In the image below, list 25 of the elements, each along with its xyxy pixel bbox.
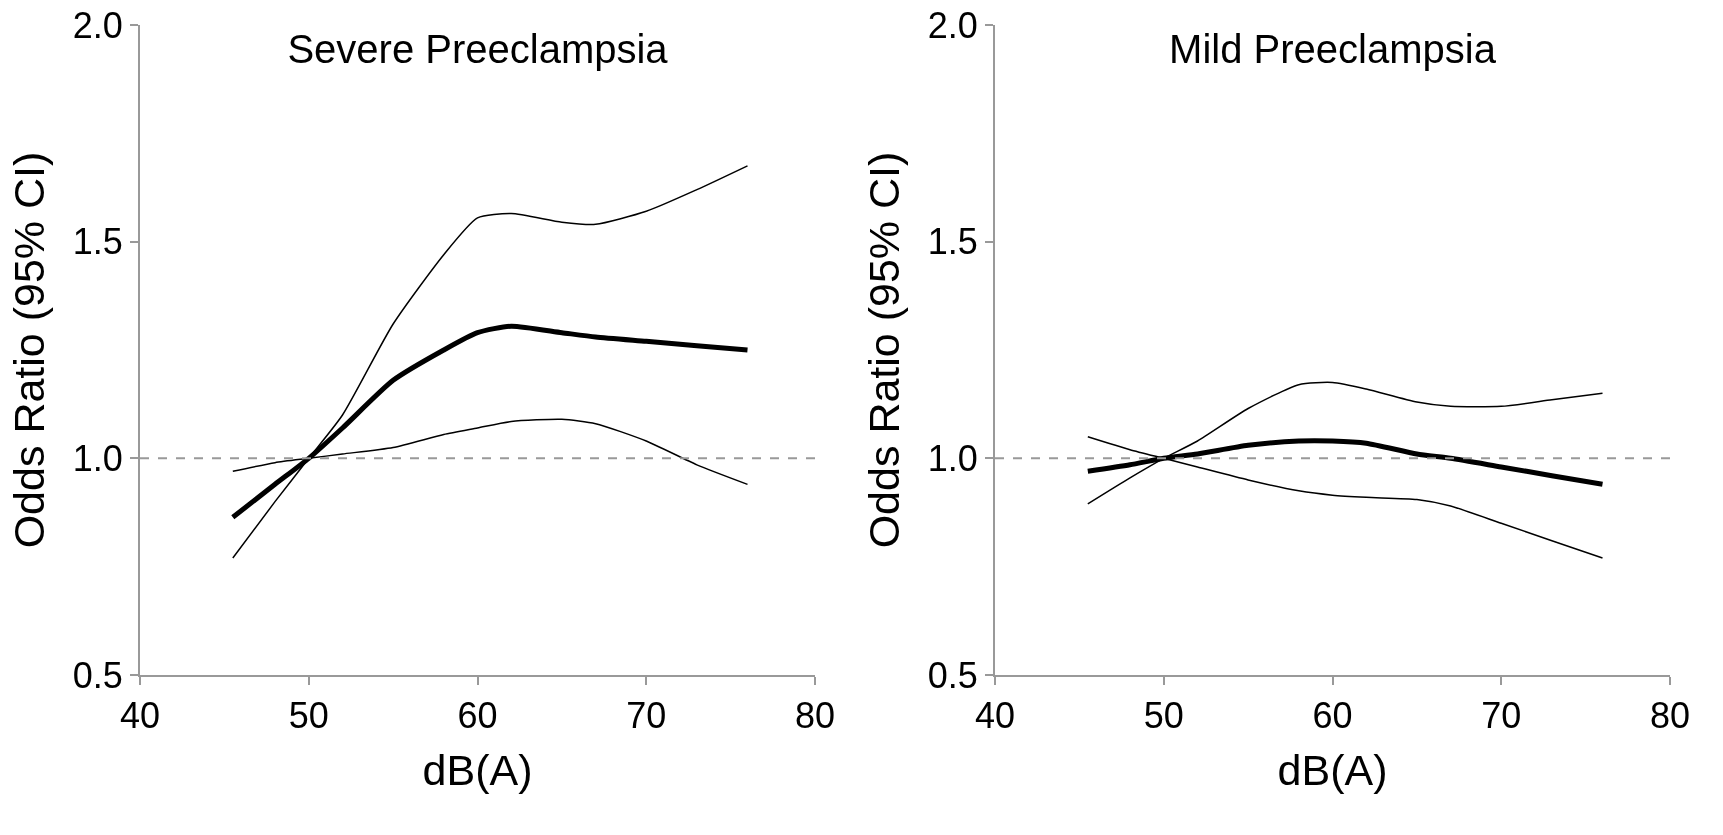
x-tick-label: 60 bbox=[1312, 695, 1353, 737]
x-tick-label: 40 bbox=[119, 695, 161, 737]
x-tick-label: 70 bbox=[1481, 695, 1522, 737]
y-tick-label: 0.5 bbox=[72, 654, 123, 696]
y-axis-title: Odds Ratio (95% CI) bbox=[4, 151, 53, 549]
line-series bbox=[232, 165, 749, 559]
chart-title: Severe Preeclampsia bbox=[287, 26, 669, 71]
y-tick-label: 2.0 bbox=[72, 4, 123, 46]
y-axis-title: Odds Ratio (95% CI) bbox=[859, 151, 908, 549]
x-tick-label: 40 bbox=[974, 695, 1016, 737]
x-tick-label: 50 bbox=[288, 695, 329, 737]
x-axis-title: dB(A) bbox=[1277, 746, 1388, 795]
y-tick-label: 1.5 bbox=[927, 221, 978, 263]
x-tick-label: 80 bbox=[1649, 695, 1691, 737]
y-tick-label: 1.0 bbox=[72, 437, 123, 479]
y-tick-label: 1.5 bbox=[72, 221, 123, 263]
x-tick-label: 80 bbox=[794, 695, 836, 737]
y-tick-label: 2.0 bbox=[927, 4, 978, 46]
x-tick-label: 50 bbox=[1143, 695, 1184, 737]
x-tick-label: 60 bbox=[457, 695, 498, 737]
x-axis-title: dB(A) bbox=[422, 746, 533, 795]
y-tick-label: 0.5 bbox=[927, 654, 978, 696]
y-tick-label: 1.0 bbox=[927, 437, 978, 479]
x-tick-label: 70 bbox=[626, 695, 667, 737]
chart-title: Mild Preeclampsia bbox=[1169, 26, 1497, 71]
